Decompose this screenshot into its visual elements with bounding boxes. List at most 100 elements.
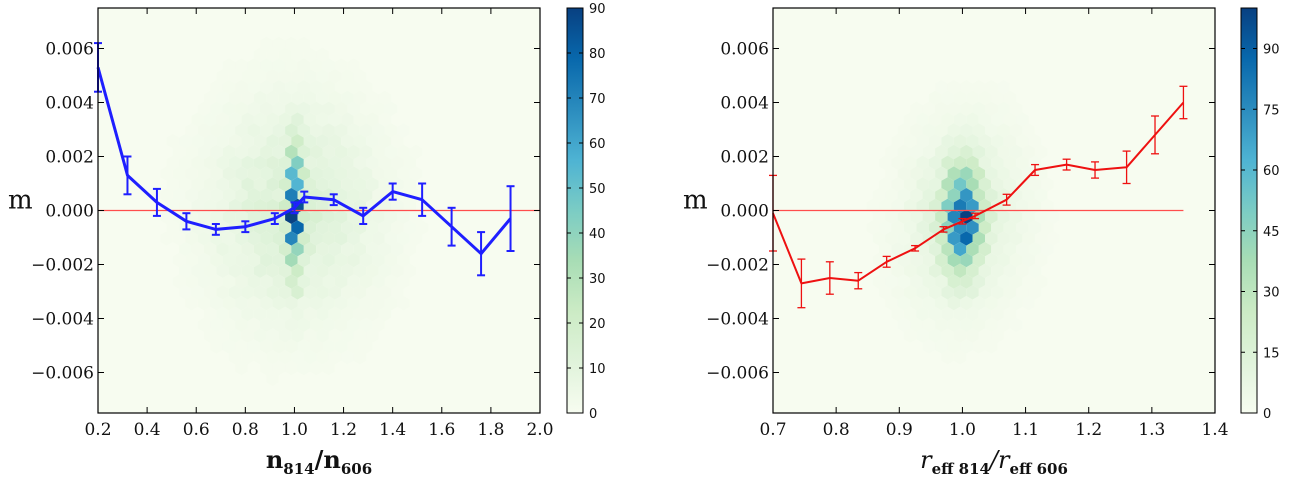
hexbin-cell: [391, 285, 404, 300]
hexbin-cell: [310, 339, 323, 354]
hexbin-cell: [985, 231, 998, 246]
hexbin-cell: [1022, 123, 1035, 138]
hexbin-cell: [397, 252, 410, 268]
hexbin-cell: [935, 296, 948, 311]
x-axis-label: n814/n606: [266, 445, 372, 478]
hexbin-cell: [916, 134, 929, 149]
hexbin-cell: [1028, 285, 1042, 300]
hexbin-cell: [372, 101, 385, 116]
hexbin-cell: [353, 134, 367, 149]
hexbin-cell: [316, 242, 329, 257]
hexbin-cell: [872, 188, 886, 203]
hexbin-cell: [291, 112, 304, 127]
hexbin-cell: [216, 69, 229, 84]
x-axis: 0.2 0.4 0.6 0.8 1.0 1.2 1.4 1.6 1.8 2.0: [84, 8, 554, 440]
hexbin-cell: [303, 112, 317, 127]
hexbin-cell: [922, 296, 936, 311]
hexbin-cell: [866, 198, 879, 214]
hexbin-cell: [947, 252, 961, 268]
hexbin-cell: [991, 177, 1004, 192]
error-bar: [388, 182, 397, 201]
hexbin-cell: [260, 36, 273, 52]
error-bar: [290, 201, 299, 215]
hexbin-cell: [928, 177, 942, 192]
colorbar-tick-label: 60: [589, 137, 606, 152]
hexbin-cell: [953, 242, 967, 257]
y-tick-label: 0.004: [720, 94, 769, 114]
hexbin-cell: [353, 263, 367, 278]
hexbin-cell: [216, 328, 229, 343]
hexbin-cell: [391, 177, 404, 192]
hexbin-cell: [204, 306, 217, 322]
hexbin-cell: [322, 360, 335, 376]
hexbin-cell: [985, 317, 998, 332]
hexbin-cell: [197, 252, 211, 268]
hexbin-cell: [310, 360, 323, 376]
hexbin-cell: [997, 101, 1010, 116]
hexbin-cell: [960, 166, 973, 181]
hexbin-cell: [334, 231, 348, 246]
hexbin-cell: [310, 166, 323, 181]
colorbar-tick-label: 30: [1263, 286, 1280, 301]
hexbin-cell: [241, 69, 254, 84]
colorbar-tick-label: 90: [1263, 43, 1280, 58]
hexbin-cell: [222, 188, 236, 203]
hexbin-cell: [334, 188, 348, 203]
hexbin-cell: [253, 134, 267, 149]
hexbin-cell: [266, 69, 279, 84]
hexbin-cell: [353, 69, 367, 84]
hexbin-cell: [334, 80, 348, 95]
hexbin-cell: [947, 144, 961, 160]
hexbin-cell: [334, 317, 348, 332]
hexbin-cell: [210, 166, 223, 181]
hexbin-cell: [191, 263, 204, 278]
hexbin-cell: [266, 242, 279, 257]
hexbin-cell: [966, 285, 979, 300]
hexbin-cell: [235, 252, 248, 268]
hexbin-cell: [253, 112, 267, 127]
hexbin-cell: [409, 166, 423, 181]
x-tick-label: 1.0: [281, 420, 308, 440]
hexbin-cell: [1028, 177, 1042, 192]
hexbin-cell: [260, 188, 273, 203]
hexbin-cell: [322, 274, 335, 289]
hexbin-cell: [210, 209, 223, 224]
hexbin-cell: [941, 285, 954, 300]
hexbin-cell: [185, 188, 198, 203]
hexbin-cell: [347, 144, 360, 160]
hexbin-cell: [197, 123, 211, 138]
hexbin-cell: [897, 166, 911, 181]
hexbin-cell: [322, 58, 335, 73]
hexbin-cell: [291, 90, 304, 106]
hexbin-cell: [953, 285, 967, 300]
colorbar-tick-label: 90: [589, 2, 606, 17]
hexbin-cell: [266, 90, 279, 106]
x-tick-label: 1.1: [1012, 420, 1039, 440]
hexbin-cell: [879, 198, 892, 214]
hexbin-cell: [197, 317, 211, 332]
hexbin-cell: [285, 101, 298, 116]
hexbin-cell: [328, 328, 342, 343]
hexbin-cell: [291, 47, 304, 62]
hexbin-cell: [910, 274, 923, 289]
error-bar: [241, 220, 250, 234]
hexbin-cell: [347, 123, 360, 138]
error-bar: [1151, 115, 1160, 155]
hexbin-cell: [903, 285, 917, 300]
hexbin-cell: [391, 198, 404, 214]
hexbin-cell: [1041, 220, 1054, 235]
hexbin-cell: [228, 198, 242, 214]
hexbin-cell: [291, 350, 304, 365]
hexbin-cell: [291, 134, 304, 149]
hexbin-cell: [1022, 252, 1035, 268]
hexbin-cell: [303, 285, 317, 300]
hexbin-cell: [1028, 198, 1042, 214]
x-tick-label: 0.6: [183, 420, 210, 440]
hexbin-cell: [997, 274, 1010, 289]
hexbin-cell: [285, 231, 298, 246]
hexbin-cell: [985, 80, 998, 95]
hexbin-cell: [966, 134, 979, 149]
hexbin-cell: [935, 188, 948, 203]
hexbin-cell: [328, 285, 342, 300]
hexbin-cell: [885, 209, 898, 224]
